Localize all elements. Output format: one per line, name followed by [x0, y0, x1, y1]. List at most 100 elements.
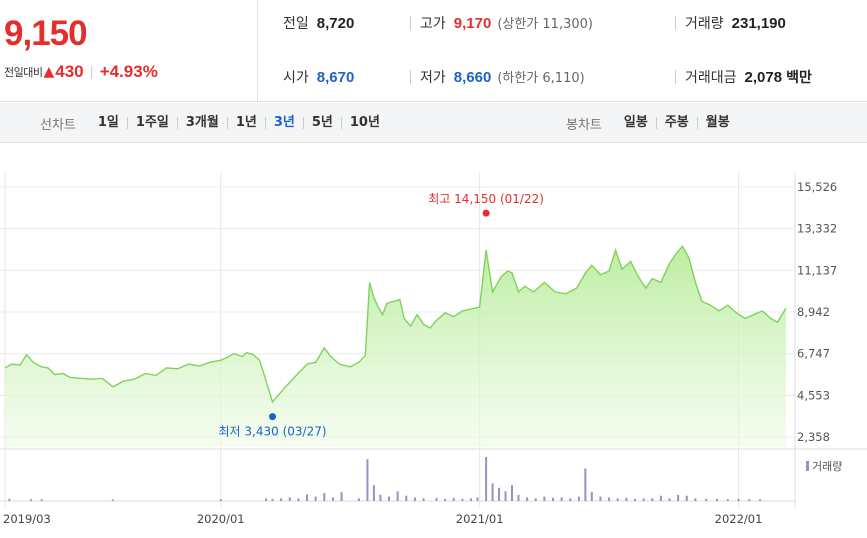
volume-bar — [306, 494, 309, 501]
volume-bar — [551, 497, 554, 501]
line-tab-list: 1일 1주일 3개월 1년 3년 5년 10년 — [90, 115, 388, 130]
volume-bar — [372, 485, 375, 501]
low-stat: 저가 8,660 (하한가 6,110) — [420, 67, 585, 87]
extreme-markers: 최고 14,150 (01/22) 최저 3,430 (03/27) — [219, 192, 544, 439]
change-percent: +4.93% — [99, 62, 158, 81]
volume-bar — [470, 498, 473, 501]
x-tick-label: 2020/01 — [197, 512, 245, 526]
volume-bar — [111, 499, 114, 501]
min-label: 최저 3,430 (03/27) — [219, 425, 327, 439]
volume-bar — [633, 498, 636, 501]
low-label: 저가 — [420, 70, 446, 86]
line-chart-title: 선차트 — [40, 117, 76, 133]
volume-bar — [616, 498, 619, 501]
volume-bar — [659, 495, 662, 501]
current-price: 9,150 — [4, 14, 88, 53]
volume-legend: 거래량 — [812, 460, 842, 473]
volume-bar — [444, 498, 447, 501]
upper-limit: (상한가 11,300) — [497, 17, 593, 32]
volume-bar — [314, 496, 317, 501]
x-tick-label: 2019/03 — [3, 512, 51, 526]
prev-close-stat: 전일 8,720 — [283, 13, 354, 33]
volume-bars — [8, 457, 809, 501]
candle-tab-2[interactable]: 월봉 — [696, 116, 738, 129]
volume-bar — [29, 499, 32, 501]
volume-bar — [297, 498, 300, 501]
volume-bar — [543, 496, 546, 501]
y-tick-label: 4,553 — [797, 388, 830, 402]
volume-legend-swatch — [806, 461, 809, 471]
volume-bar — [705, 498, 708, 501]
y-tick-label: 8,942 — [797, 305, 830, 319]
x-axis-ticks: 2019/03 2020/01 2021/01 2022/01 — [3, 512, 762, 526]
prev-close-label: 전일 — [283, 16, 309, 32]
min-point-marker — [269, 413, 277, 421]
candle-chart-tabs: 봉차트 일봉 주봉 월봉 — [566, 103, 738, 143]
max-label: 최고 14,150 (01/22) — [428, 192, 544, 206]
y-tick-label: 2,358 — [797, 430, 830, 444]
open-label: 시가 — [283, 70, 309, 86]
volume-bar — [569, 498, 572, 501]
volume-label: 거래량 — [685, 16, 724, 32]
volume-bar — [405, 495, 408, 501]
amount-value: 2,078 — [744, 69, 783, 86]
candle-tab-0[interactable]: 일봉 — [623, 115, 648, 130]
divider — [410, 70, 411, 84]
volume-bar — [590, 492, 593, 501]
change-label: 전일대비 — [4, 66, 43, 79]
line-tab-1[interactable]: 1주일 — [126, 116, 177, 129]
volume-bar — [498, 487, 501, 501]
divider — [675, 70, 676, 84]
volume-bar — [422, 498, 425, 501]
high-label: 고가 — [420, 16, 446, 32]
volume-bar — [577, 496, 580, 501]
volume-bar — [737, 498, 740, 501]
volume-bar — [668, 498, 671, 501]
chart-period-tabs: 선차트 1일 1주일 3개월 1년 3년 5년 10년 봉차트 일봉 주봉 월봉 — [0, 103, 867, 143]
volume-stat: 거래량 231,190 — [685, 13, 786, 33]
volume-bar — [265, 498, 268, 501]
candle-tab-1[interactable]: 주봉 — [655, 116, 697, 129]
high-value: 9,170 — [453, 15, 492, 32]
volume-bar — [388, 496, 391, 501]
line-tab-6[interactable]: 10년 — [340, 116, 388, 129]
line-tab-3[interactable]: 1년 — [226, 116, 265, 129]
volume-bar — [288, 497, 291, 501]
amount-unit: 백만 — [786, 70, 812, 86]
divider — [675, 16, 676, 30]
volume-bar — [726, 499, 729, 501]
y-tick-label: 6,747 — [797, 347, 830, 361]
volume-value: 231,190 — [731, 15, 786, 32]
volume-bar — [534, 498, 537, 501]
volume-bar — [8, 498, 11, 501]
line-tab-4[interactable]: 3년 — [264, 116, 303, 129]
prev-close-value: 8,720 — [316, 15, 355, 32]
amount-stat: 거래대금 2,078 백만 — [685, 67, 812, 87]
volume-bar — [517, 494, 520, 501]
volume-bar — [379, 494, 382, 501]
candle-chart-title: 봉차트 — [566, 117, 602, 133]
volume-bar — [584, 468, 587, 501]
volume-bar — [366, 459, 369, 501]
y-tick-label: 11,137 — [797, 263, 837, 277]
max-point-marker — [482, 209, 490, 217]
quote-summary: 9,150 전일대비 ▲ 430 | +4.93% 전일 8,720 고가 9,… — [0, 0, 867, 102]
volume-bar — [694, 498, 697, 501]
change-value: 430 — [55, 62, 84, 81]
volume-bar — [715, 498, 718, 501]
y-axis-ticks: 15,526 13,332 11,137 8,942 6,747 4,553 2,358 — [797, 180, 837, 444]
open-value: 8,670 — [316, 69, 355, 86]
volume-bar — [396, 491, 399, 501]
divider — [410, 16, 411, 30]
line-tab-2[interactable]: 3개월 — [176, 116, 227, 129]
change-row: 전일대비 ▲ 430 | +4.93% — [4, 62, 158, 82]
line-tab-5[interactable]: 5년 — [302, 116, 341, 129]
volume-bar — [271, 498, 274, 501]
price-line — [4, 245, 787, 404]
volume-bar — [759, 499, 762, 501]
y-tick-label: 13,332 — [797, 222, 837, 236]
line-tab-0[interactable]: 1일 — [97, 115, 119, 130]
volume-bar — [485, 457, 488, 501]
low-value: 8,660 — [453, 69, 492, 86]
volume-bar — [511, 485, 514, 501]
